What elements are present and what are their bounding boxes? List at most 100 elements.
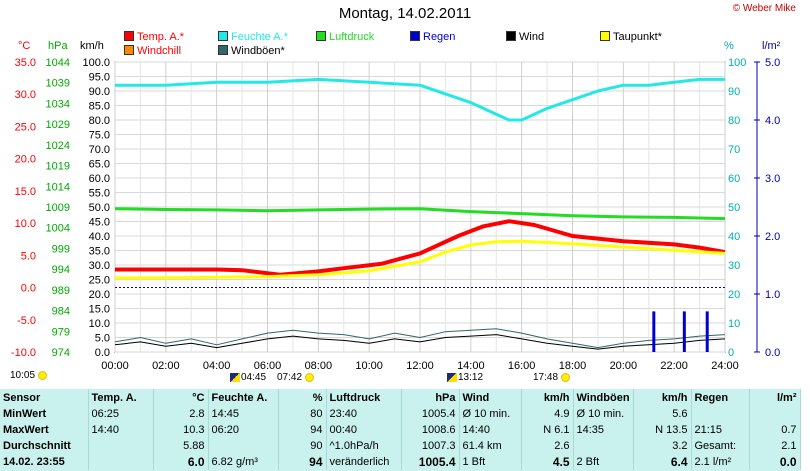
temp-tick-label: 30.0 bbox=[15, 89, 36, 101]
rain-tick-label: 0.0 bbox=[765, 347, 780, 359]
hum-tick-label: 40 bbox=[728, 231, 740, 243]
legend-item: Feuchte A.* bbox=[218, 31, 288, 43]
press-tick-label: 1044 bbox=[46, 57, 70, 69]
press-tick-label: 1009 bbox=[46, 202, 70, 214]
stats-cell: Ø 10 min. bbox=[573, 406, 634, 422]
temp-tick-label: 20.0 bbox=[15, 154, 36, 166]
legend-swatch bbox=[600, 31, 610, 41]
legend-label: Wind bbox=[519, 31, 545, 43]
time-tick-label: 00:00 bbox=[101, 360, 129, 372]
stats-header-row: Sensor Temp. A. °C Feuchte A. % Luftdruc… bbox=[0, 389, 801, 406]
time-tick-label: 06:00 bbox=[254, 360, 282, 372]
weather-chart: 35.0 30.0 25.0 20.0 15.0 10.0 5.0 0.0 -5.0 -10.0 1… bbox=[11, 57, 780, 372]
wind-tick-label: 90.0 bbox=[89, 86, 110, 98]
stats-cell: 06:20 bbox=[208, 422, 279, 438]
twilight-am-label: 07:42 bbox=[277, 372, 303, 383]
time-tick-label: 14:00 bbox=[457, 360, 485, 372]
rain-tick-label: 3.0 bbox=[765, 173, 780, 185]
legend-swatch bbox=[506, 31, 516, 41]
legend-item: Windböen* bbox=[218, 45, 285, 57]
hum-tick-label: 10 bbox=[728, 318, 740, 330]
legend-label: Taupunkt* bbox=[613, 31, 662, 43]
wind-tick-label: 15.0 bbox=[89, 304, 110, 316]
stats-cell: 4.9 bbox=[521, 406, 574, 422]
stats-cell: 14:35 bbox=[573, 422, 634, 438]
stats-cell bbox=[88, 454, 154, 470]
sunset-icon bbox=[447, 372, 457, 382]
stats-row-avg: Durchschnitt 5.88 90 ^1.0hPa/h 1007.3 61… bbox=[0, 438, 801, 454]
press-unit: hPa bbox=[48, 40, 68, 52]
legend-item: Wind bbox=[506, 31, 544, 43]
stats-cell: 94 bbox=[278, 454, 327, 470]
temp-tick-label: 0.0 bbox=[21, 283, 36, 295]
stats-header: °C bbox=[153, 389, 209, 406]
rain-tick-label: 2.0 bbox=[765, 231, 780, 243]
rain-unit: l/m² bbox=[762, 40, 781, 52]
stats-cell bbox=[691, 406, 750, 422]
twilight-pm-label: 17:48 bbox=[533, 372, 559, 383]
time-tick-label: 08:00 bbox=[305, 360, 333, 372]
series-line bbox=[115, 77, 725, 122]
press-tick-label: 984 bbox=[52, 306, 70, 318]
time-tick-label: 04:00 bbox=[203, 360, 231, 372]
legend-swatch bbox=[218, 31, 228, 41]
series-line bbox=[114, 328, 726, 349]
stats-cell: MinWert bbox=[0, 406, 89, 422]
press-tick-label: 989 bbox=[52, 285, 70, 297]
wind-tick-label: 45.0 bbox=[89, 217, 110, 229]
stats-cell: 2.1 bbox=[749, 438, 801, 454]
rain-tick-label: 4.0 bbox=[765, 115, 780, 127]
temp-tick-label: 5.0 bbox=[21, 250, 36, 262]
stats-cell bbox=[573, 438, 634, 454]
sunrise-icon bbox=[230, 372, 240, 382]
temp-tick-label: -5.0 bbox=[17, 315, 36, 327]
now-time: 10:05 bbox=[10, 370, 47, 381]
stats-row-current: 14.02. 23:55 6.0 6.82 g/m³ 94 veränderli… bbox=[0, 454, 801, 470]
now-time-label: 10:05 bbox=[10, 370, 36, 381]
stats-row-min: MinWert 06:25 2.8 14:45 80 23:40 1005.4 … bbox=[0, 406, 801, 422]
time-tick-label: 22:00 bbox=[660, 360, 688, 372]
legend-label: Windchill bbox=[137, 45, 182, 57]
hum-tick-label: 50 bbox=[728, 202, 740, 214]
stats-cell: 0.0 bbox=[749, 454, 801, 470]
stats-cell: 21:15 bbox=[691, 422, 750, 438]
stats-cell: 3.2 bbox=[633, 438, 692, 454]
wind-tick-label: 100.0 bbox=[82, 57, 110, 69]
stats-cell: 23:40 bbox=[326, 406, 402, 422]
stats-header: l/m² bbox=[749, 389, 801, 406]
stats-header: Feuchte A. bbox=[208, 389, 279, 406]
wind-tick-label: 80.0 bbox=[89, 115, 110, 127]
wind-tick-label: 0.0 bbox=[95, 347, 110, 359]
wind-tick-label: 40.0 bbox=[89, 231, 110, 243]
twilight-am: 07:42 bbox=[277, 372, 314, 383]
time-tick-label: 12:00 bbox=[406, 360, 434, 372]
stats-cell: 5.6 bbox=[633, 406, 692, 422]
legend-item: Taupunkt* bbox=[600, 31, 662, 43]
sun-icon bbox=[304, 372, 314, 382]
wind-tick-label: 60.0 bbox=[89, 173, 110, 185]
legend-item: Regen bbox=[410, 31, 455, 43]
stats-cell: 80 bbox=[278, 406, 327, 422]
stats-cell: 94 bbox=[278, 422, 327, 438]
stats-header: Windböen bbox=[573, 389, 634, 406]
stats-cell: 14:40 bbox=[88, 422, 154, 438]
stats-cell: 2.8 bbox=[153, 406, 209, 422]
wind-tick-label: 5.0 bbox=[95, 333, 110, 345]
stats-cell: 5.88 bbox=[153, 438, 209, 454]
stats-header: km/h bbox=[633, 389, 692, 406]
stats-cell: 10.3 bbox=[153, 422, 209, 438]
press-tick-label: 1024 bbox=[46, 140, 70, 152]
wind-tick-label: 95.0 bbox=[89, 72, 110, 84]
stats-cell: Durchschnitt bbox=[0, 438, 89, 454]
stats-header: % bbox=[278, 389, 327, 406]
stats-header: Temp. A. bbox=[88, 389, 154, 406]
legend-swatch bbox=[124, 45, 134, 55]
hum-tick-label: 70 bbox=[728, 144, 740, 156]
time-tick-label: 20:00 bbox=[610, 360, 638, 372]
temp-tick-label: 35.0 bbox=[15, 57, 36, 69]
stats-cell: 06:25 bbox=[88, 406, 154, 422]
rain-tick-label: 5.0 bbox=[765, 57, 780, 69]
stats-cell: 61.4 km bbox=[459, 438, 522, 454]
stats-header: hPa bbox=[401, 389, 460, 406]
sun-icon bbox=[560, 372, 570, 382]
